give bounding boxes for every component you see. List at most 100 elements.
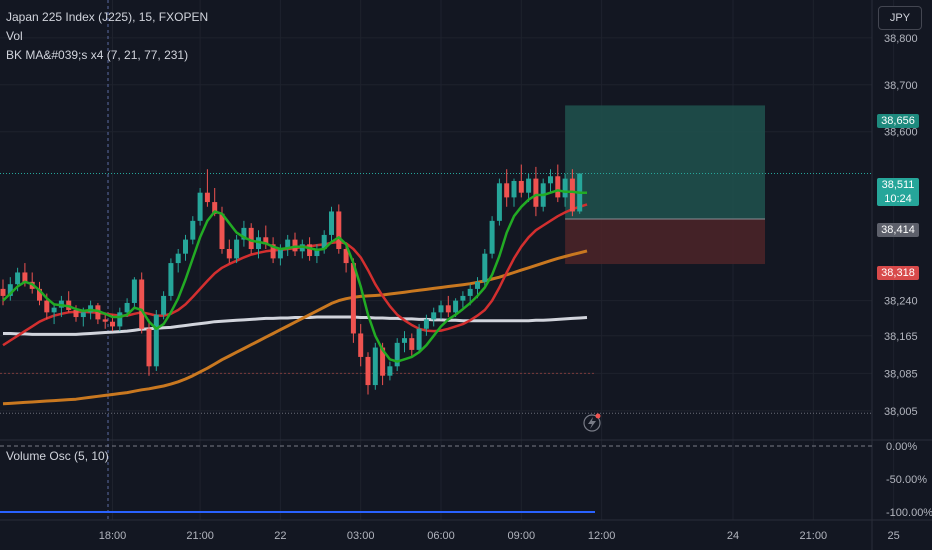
candle: [292, 232, 298, 257]
candle-body: [51, 307, 57, 313]
candle: [161, 291, 167, 320]
candle-body: [387, 366, 393, 376]
candle: [365, 352, 371, 395]
candle: [416, 324, 422, 353]
candle-body: [234, 239, 240, 259]
lightning-icon-ring: [583, 414, 601, 432]
candle-body: [73, 310, 79, 318]
candle-body: [168, 263, 174, 296]
candle-body: [409, 338, 415, 350]
price-tick-label: 38,005: [884, 406, 918, 418]
ma-7-line: [2, 189, 587, 363]
candle-body: [117, 312, 123, 327]
time-tick-label: 12:00: [588, 530, 616, 542]
candle-body: [15, 272, 21, 285]
chart-title[interactable]: Japan 225 Index (J225), 15, FXOPEN: [6, 10, 209, 24]
currency-button[interactable]: JPY: [878, 6, 922, 30]
candle-body: [270, 244, 276, 259]
candle: [204, 169, 210, 207]
candle-body: [343, 249, 349, 264]
candle-body: [365, 356, 371, 386]
volume-legend[interactable]: Vol: [6, 29, 23, 43]
price-tick-label: 38,085: [884, 368, 918, 380]
candle-body: [496, 183, 502, 221]
candle-body: [314, 249, 320, 257]
candle-body: [380, 347, 386, 376]
candle-body: [307, 244, 313, 257]
candle-body: [22, 272, 28, 282]
candle: [226, 239, 232, 264]
oscillator-legend[interactable]: Volume Osc (5, 10): [6, 449, 109, 463]
candle-body: [453, 300, 459, 313]
candle-body: [153, 314, 159, 367]
candle: [526, 173, 532, 203]
candle: [387, 361, 393, 381]
candle: [482, 249, 488, 287]
candle: [37, 281, 42, 306]
candle: [153, 310, 159, 371]
candle: [511, 178, 517, 207]
osc-tick-label: 0.00%: [886, 441, 917, 453]
candle-body: [402, 338, 407, 343]
candle-body: [329, 211, 334, 235]
candle-body: [248, 227, 254, 249]
candle-body: [350, 263, 356, 334]
lightning-icon-dot: [595, 413, 601, 419]
candle: [299, 239, 305, 259]
candle-body: [80, 312, 86, 318]
candle: [175, 249, 181, 273]
candle-body: [285, 239, 291, 249]
candle-body: [475, 281, 480, 289]
candle-body: [423, 319, 429, 329]
candle-body: [110, 321, 115, 327]
candle-body: [467, 288, 473, 296]
candle-body: [460, 295, 466, 301]
time-tick-label: 21:00: [800, 530, 828, 542]
candle-body: [219, 213, 225, 249]
bar-countdown-tag: 10:24: [877, 192, 919, 206]
candle-body: [431, 312, 437, 320]
candle-body: [358, 333, 364, 357]
candle-body: [562, 178, 568, 198]
candle-body: [518, 180, 524, 193]
candle: [285, 234, 291, 257]
candle: [343, 244, 349, 273]
time-tick-label: 09:00: [508, 530, 536, 542]
candle: [431, 307, 437, 327]
candle: [51, 302, 57, 325]
ma-legend[interactable]: BK MA&#039;s x4 (7, 21, 77, 231): [6, 48, 189, 62]
candle: [445, 295, 451, 318]
candle-body: [0, 288, 6, 296]
candle-body: [482, 253, 488, 282]
candle: [358, 324, 364, 367]
price-tick-label: 38,700: [884, 80, 918, 92]
price-tick-label: 38,600: [884, 127, 918, 139]
current-price-tag: 38,511: [877, 178, 919, 192]
osc-tick-label: -100.00%: [886, 507, 932, 519]
time-tick-label: 18:00: [99, 530, 127, 542]
candle-body: [569, 178, 575, 212]
candle-body: [394, 342, 400, 367]
candle: [372, 342, 378, 390]
candle: [263, 225, 269, 249]
candle: [562, 173, 568, 207]
candle-body: [504, 183, 510, 198]
candle-body: [175, 253, 181, 264]
candle-body: [277, 249, 283, 259]
candle-body: [146, 328, 152, 367]
stop-price-tag: 38,318: [877, 266, 919, 280]
candle: [139, 272, 145, 334]
candle-body: [416, 328, 422, 350]
time-tick-label: 21:00: [186, 530, 214, 542]
candle-body: [511, 180, 517, 198]
candle-body: [124, 302, 130, 313]
time-tick-label: 25: [887, 530, 899, 542]
candle: [95, 302, 101, 325]
candle: [504, 169, 510, 207]
candle-body: [95, 305, 101, 320]
candle: [168, 258, 174, 301]
candle: [548, 169, 553, 193]
candle: [190, 216, 196, 245]
candle-body: [37, 288, 42, 301]
